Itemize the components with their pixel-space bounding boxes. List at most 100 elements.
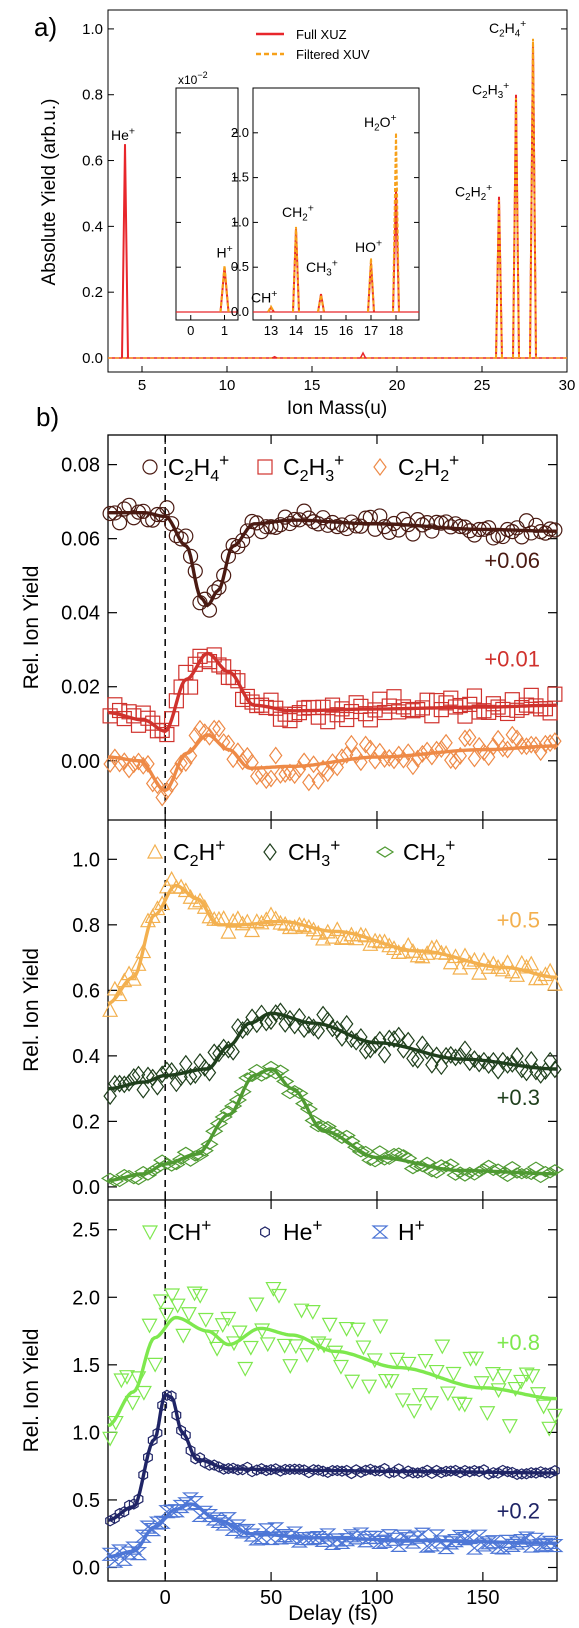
series-C2H3+: C2H3+ +0.01 bbox=[102, 450, 563, 743]
data-point bbox=[324, 928, 341, 944]
data-point bbox=[513, 1374, 530, 1390]
legend-label: C2H+ bbox=[173, 835, 225, 870]
formula-part: C bbox=[489, 20, 499, 36]
data-point bbox=[226, 1042, 240, 1061]
inset-2-peak-label: CH3+ bbox=[306, 257, 338, 278]
formula-part: CH bbox=[168, 1219, 201, 1245]
data-point bbox=[173, 679, 189, 695]
inset-2-content: 13 14 15 16 17 180.00.51.01.52.0CH+CH2+CH3+HO… bbox=[231, 112, 419, 338]
data-point bbox=[333, 1535, 351, 1550]
inset-2-ytick-label: 0.0 bbox=[231, 304, 249, 319]
formula-part: He bbox=[111, 127, 129, 143]
data-point bbox=[451, 1396, 468, 1412]
data-point bbox=[445, 1366, 462, 1382]
series-CH3+: CH3++0.3 bbox=[103, 835, 562, 1110]
data-point bbox=[469, 1464, 480, 1477]
data-point bbox=[332, 1464, 343, 1477]
data-point bbox=[282, 515, 298, 532]
formula-part: H bbox=[471, 184, 481, 200]
data-point bbox=[155, 788, 169, 807]
data-point bbox=[172, 1499, 190, 1514]
data-point bbox=[348, 518, 364, 534]
data-point bbox=[190, 1453, 201, 1465]
data-point bbox=[479, 1406, 496, 1422]
data-point bbox=[187, 894, 204, 910]
data-point bbox=[410, 1050, 425, 1069]
data-point bbox=[362, 712, 378, 728]
data-point bbox=[231, 1325, 248, 1341]
data-point bbox=[305, 699, 322, 716]
data-point bbox=[338, 1321, 355, 1337]
data-point bbox=[363, 1040, 378, 1059]
peak-label: C2H4+ bbox=[489, 18, 526, 39]
offset-label: +0.01 bbox=[484, 647, 540, 672]
inset-2-xtick-label: 17 bbox=[364, 323, 378, 338]
y-axis-label: Rel. Ion Yield bbox=[20, 1329, 43, 1453]
formula-part: H bbox=[398, 1219, 415, 1245]
y-tick-label: 0.8 bbox=[82, 87, 103, 104]
data-point bbox=[471, 704, 487, 720]
data-point bbox=[220, 923, 237, 939]
panel-a-label: a) bbox=[34, 12, 57, 42]
y-tick-label: 0.5 bbox=[72, 1490, 100, 1512]
formula-part: 4 bbox=[515, 28, 521, 39]
data-point bbox=[548, 732, 562, 751]
data-point bbox=[335, 1028, 349, 1047]
data-point bbox=[154, 722, 170, 738]
y-tick-label: 0.2 bbox=[82, 284, 103, 301]
data-point bbox=[348, 930, 365, 946]
data-point bbox=[360, 1464, 371, 1477]
data-point bbox=[409, 947, 426, 963]
data-point bbox=[411, 1388, 428, 1403]
data-point bbox=[420, 1041, 434, 1060]
series-C2H+: C2H++0.5 bbox=[102, 835, 563, 1017]
data-point bbox=[112, 754, 127, 773]
y-tick-label: 0.08 bbox=[61, 455, 100, 477]
offset-label: +0.2 bbox=[497, 1498, 540, 1523]
legend-label: CH3+ bbox=[288, 835, 340, 870]
offset-label: +0.8 bbox=[497, 1330, 540, 1355]
legend-marker bbox=[375, 846, 395, 858]
data-point bbox=[415, 744, 430, 763]
panel-a-plot: Absolute Yield (arb.u.) Ion Mass(u) 0.00… bbox=[39, 9, 576, 419]
legend-label: C2H4+ bbox=[168, 450, 229, 485]
formula-part: He bbox=[283, 1219, 312, 1245]
data-point bbox=[271, 1288, 288, 1304]
formula-part: CH bbox=[282, 204, 302, 220]
panel-b-label: b) bbox=[36, 402, 59, 432]
data-point bbox=[287, 1016, 302, 1035]
data-point bbox=[547, 686, 563, 702]
data-point bbox=[273, 1002, 288, 1021]
series-H+: H+ bbox=[101, 1215, 564, 1568]
data-point bbox=[239, 913, 256, 929]
data-point bbox=[299, 1348, 316, 1363]
data-point bbox=[494, 961, 511, 977]
legend-label: C2H3+ bbox=[283, 450, 344, 485]
data-point bbox=[439, 1046, 453, 1065]
peak-filtered bbox=[529, 38, 537, 359]
formula-part: 2 bbox=[415, 467, 424, 485]
data-point bbox=[224, 1100, 243, 1112]
data-point bbox=[406, 1049, 420, 1068]
data-point bbox=[377, 1045, 392, 1064]
data-point bbox=[424, 523, 440, 539]
y-tick-label: 0.0 bbox=[72, 1177, 100, 1199]
data-point bbox=[502, 1465, 513, 1478]
data-point bbox=[549, 1465, 560, 1477]
data-point bbox=[164, 1288, 181, 1304]
data-point bbox=[523, 687, 539, 703]
y-tick-label: 0.0 bbox=[72, 1557, 100, 1579]
legend-marker bbox=[146, 843, 164, 859]
legend-full-label: Full XUZ bbox=[296, 27, 347, 42]
formula-part: H bbox=[505, 20, 515, 36]
data-point bbox=[278, 1014, 292, 1033]
data-point bbox=[111, 986, 128, 1002]
legend-marker bbox=[371, 1225, 389, 1239]
data-point bbox=[473, 1376, 490, 1392]
data-point bbox=[315, 510, 331, 526]
data-point bbox=[488, 1466, 499, 1479]
data-point bbox=[518, 1367, 535, 1383]
x-tick-label: 30 bbox=[559, 377, 576, 394]
data-point bbox=[486, 737, 501, 756]
data-point bbox=[339, 711, 355, 728]
